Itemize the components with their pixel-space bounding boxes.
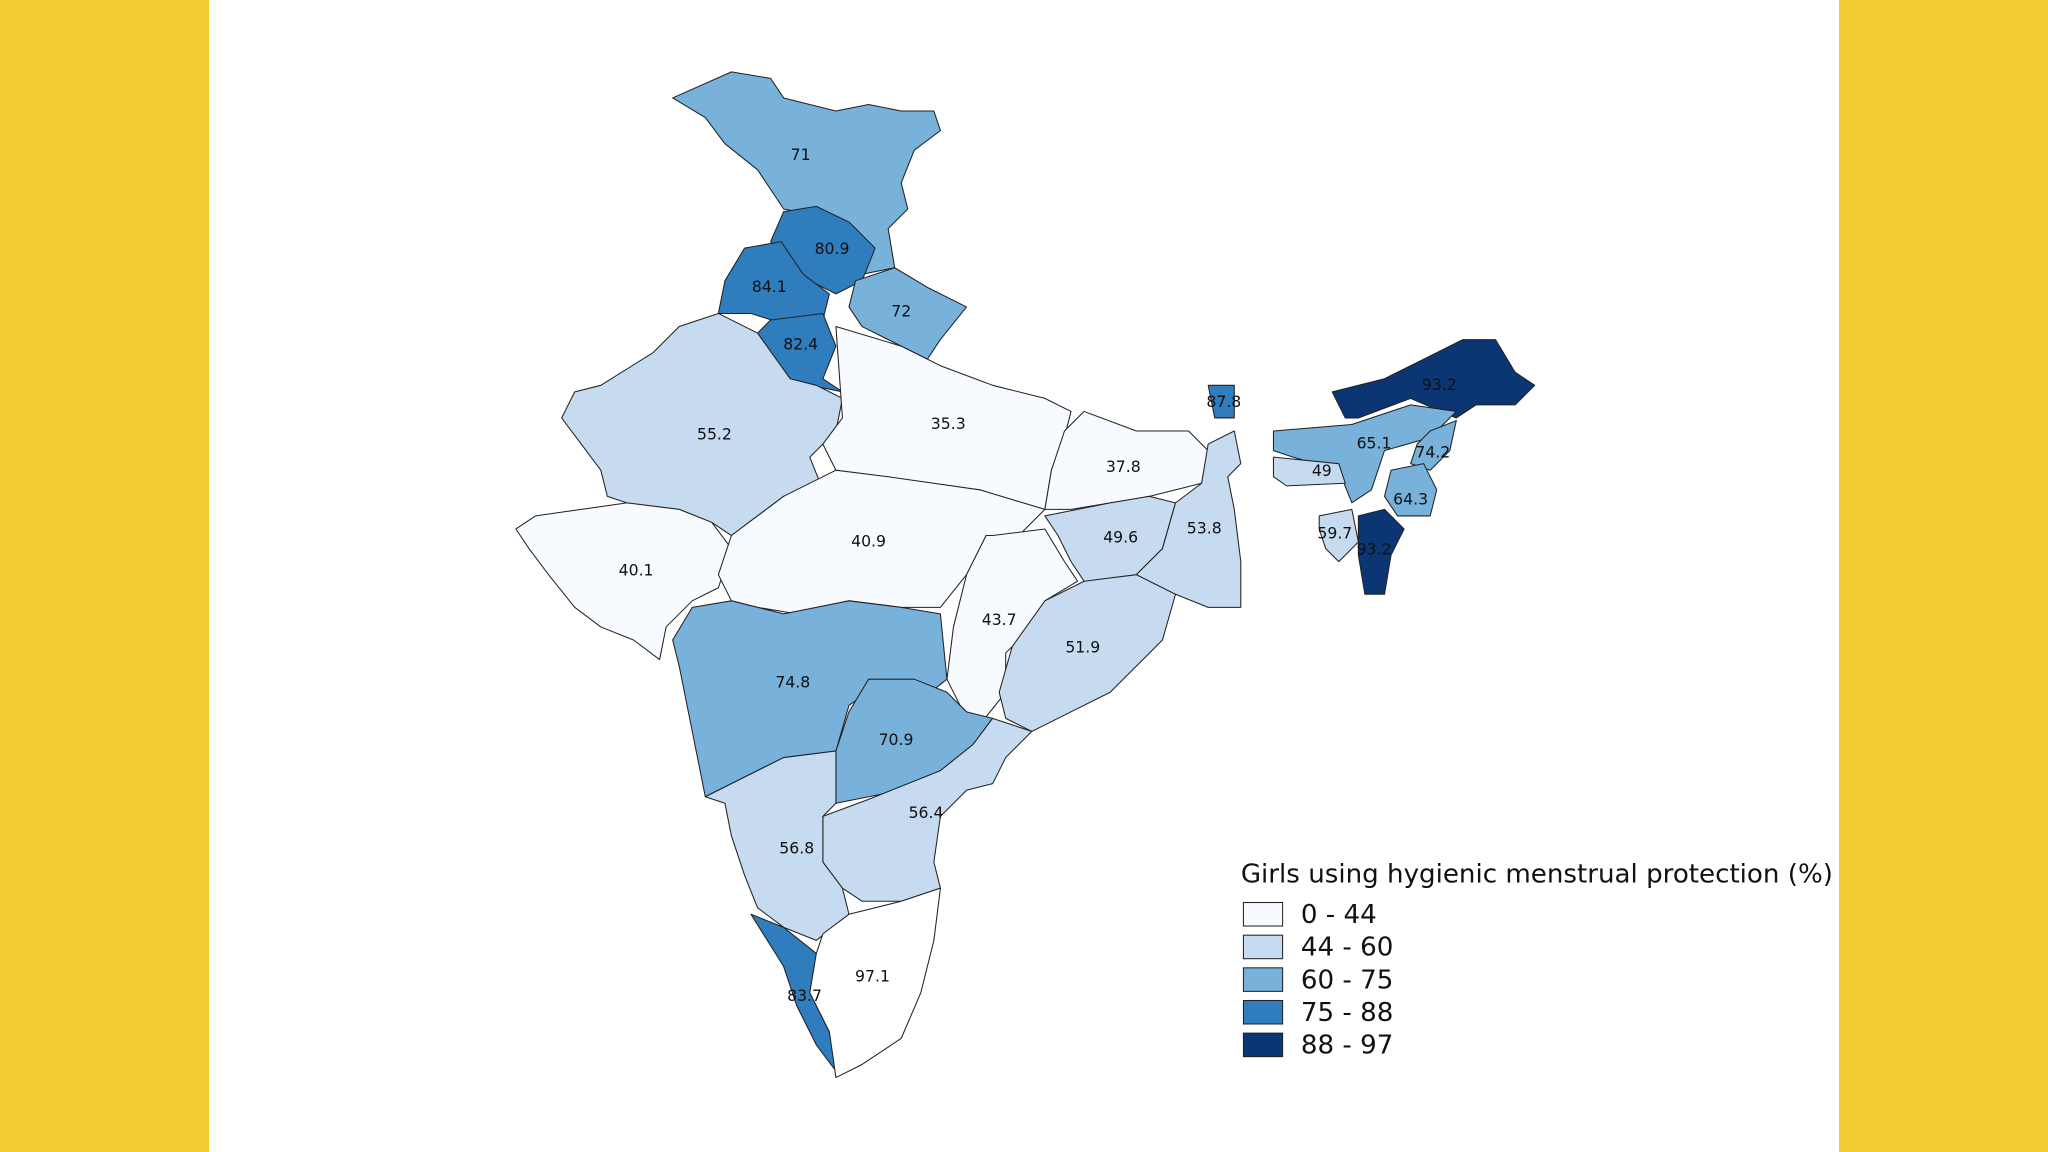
region-label: 82.4 <box>783 334 818 353</box>
region-label: 53.8 <box>1187 518 1222 537</box>
legend-swatch <box>1242 1032 1284 1058</box>
region-label: 35.3 <box>931 414 966 433</box>
region-label: 84.1 <box>752 277 787 296</box>
region <box>1135 430 1242 608</box>
legend-swatch <box>1242 967 1284 992</box>
legend-swatch <box>1242 934 1284 960</box>
legend-label: 75 - 88 <box>1301 998 1393 1028</box>
side-band <box>1839 0 2048 1152</box>
legend-swatch <box>1242 999 1284 1025</box>
region-label: 51.9 <box>1065 637 1100 656</box>
region-label: 40.9 <box>851 532 886 551</box>
region-label: 49.6 <box>1103 528 1138 547</box>
region-label: 43.7 <box>982 610 1017 629</box>
region-label: 65.1 <box>1357 434 1392 453</box>
region-label: 93.2 <box>1357 539 1392 558</box>
region-label: 74.8 <box>775 673 810 692</box>
region <box>672 71 941 275</box>
region <box>1318 508 1359 563</box>
region <box>1357 508 1405 595</box>
region-label: 74.2 <box>1415 443 1450 462</box>
region-label: 49 <box>1312 461 1332 480</box>
region <box>1272 404 1457 504</box>
region-label: 55.2 <box>697 424 732 443</box>
region-label: 40.1 <box>619 560 654 579</box>
region-label: 56.8 <box>779 838 814 857</box>
legend-label: 44 - 60 <box>1301 933 1393 963</box>
regions <box>515 71 1536 1079</box>
region <box>515 502 732 661</box>
region <box>1331 339 1536 419</box>
region-label: 83.7 <box>787 986 822 1005</box>
legend-title: Girls using hygienic menstrual protectio… <box>1241 860 1833 890</box>
legend-swatch <box>1242 902 1284 927</box>
region-label: 87.8 <box>1206 392 1241 411</box>
region-label: 37.8 <box>1106 457 1141 476</box>
region-label: 70.9 <box>879 730 914 749</box>
region <box>998 574 1177 732</box>
region <box>1044 410 1209 510</box>
region <box>809 887 941 1079</box>
region-label: 97.1 <box>855 966 890 985</box>
region-label: 72 <box>891 302 911 321</box>
region <box>1410 420 1457 471</box>
region <box>704 750 850 941</box>
region-label: 80.9 <box>815 239 850 258</box>
region-label: 64.3 <box>1393 490 1428 509</box>
region <box>672 600 948 798</box>
legend-label: 88 - 97 <box>1301 1031 1393 1061</box>
legend-label: 0 - 44 <box>1301 900 1377 930</box>
region <box>1383 463 1438 517</box>
side-band <box>0 0 209 1152</box>
region <box>1272 456 1346 487</box>
region-label: 56.4 <box>909 803 944 822</box>
region <box>848 267 968 360</box>
region-label: 93.2 <box>1422 375 1457 394</box>
region-label: 71 <box>791 145 811 164</box>
region <box>1207 384 1235 419</box>
labels: 71 80.9 84.1 82.4 72 55.2 40.1 35.3 40.9 37.8 49.6… <box>619 145 1457 1005</box>
legend-label: 60 - 75 <box>1301 965 1393 995</box>
region-label: 59.7 <box>1317 524 1352 543</box>
